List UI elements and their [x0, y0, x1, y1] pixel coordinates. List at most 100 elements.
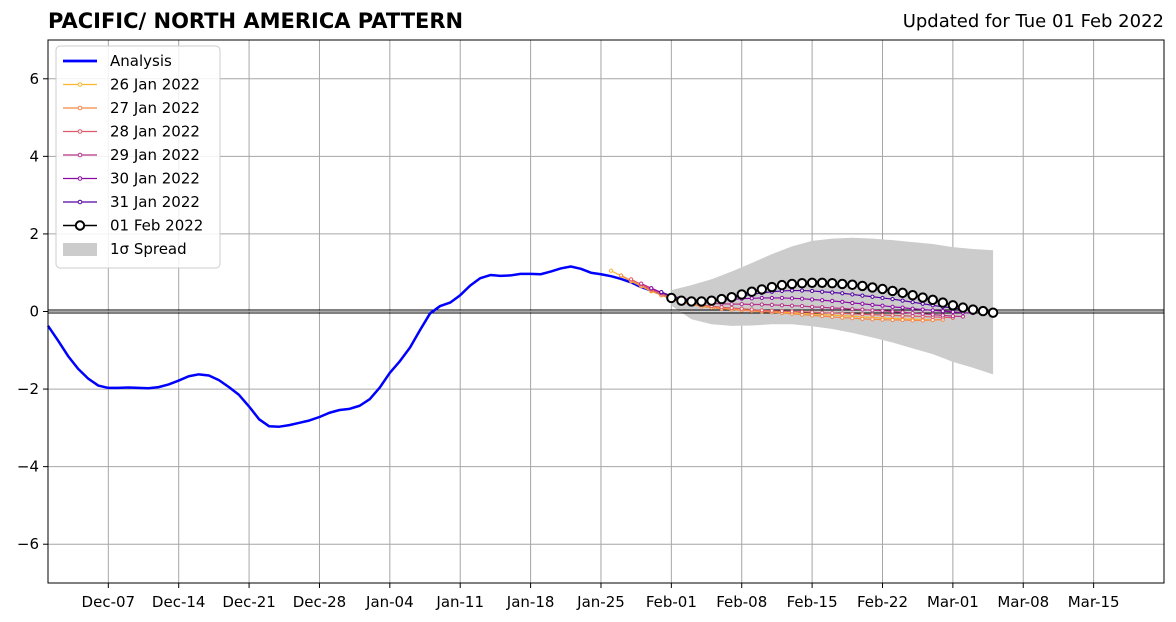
forecast-point	[860, 312, 865, 317]
forecast-point	[890, 296, 895, 302]
forecast-point	[659, 290, 664, 295]
forecast-point	[769, 308, 774, 313]
forecast-point	[897, 287, 908, 299]
forecast-point	[900, 313, 905, 318]
x-tick-label: Feb-08	[716, 593, 767, 611]
forecast-point	[960, 314, 966, 319]
forecast-point	[649, 286, 654, 291]
forecast-point	[736, 289, 747, 300]
legend-box	[55, 45, 221, 269]
forecast-point	[749, 307, 754, 312]
forecast-point	[756, 284, 768, 295]
x-tick-label: Feb-22	[857, 593, 908, 611]
forecast-point	[920, 311, 925, 316]
forecast-point	[880, 303, 885, 308]
y-tick-label: 2	[29, 225, 39, 243]
legend-patch-icon	[63, 243, 97, 256]
x-tick-label: Dec-14	[152, 593, 206, 611]
forecast-point	[850, 307, 855, 312]
forecast-point	[880, 308, 885, 313]
forecast-point	[857, 280, 868, 292]
legend-item: Analysis	[63, 52, 172, 70]
legend-item: 1σ Spread	[63, 240, 187, 258]
forecast-point	[987, 307, 999, 318]
forecast-point	[820, 305, 825, 310]
forecast-point	[729, 302, 734, 307]
forecast-point	[696, 296, 707, 307]
forecast-point	[686, 296, 697, 307]
forecast-point	[890, 313, 895, 318]
forecast-point	[830, 290, 835, 295]
legend-item: 01 Feb 2022	[63, 217, 203, 235]
forecast-point	[726, 291, 737, 303]
legend-label: Analysis	[110, 52, 172, 70]
legend-marker-icon	[77, 176, 83, 181]
forecast-point	[847, 279, 858, 290]
forecast-point	[957, 302, 969, 313]
forecast-point	[749, 302, 754, 307]
y-tick-label: 0	[29, 303, 39, 321]
forecast-point	[930, 308, 935, 313]
forecast-point	[950, 309, 955, 314]
legend-label: 31 Jan 2022	[110, 193, 200, 211]
forecast-point	[860, 307, 865, 312]
forecast-point	[830, 310, 835, 316]
forecast-point	[850, 292, 855, 297]
x-tick-label: Jan-25	[576, 593, 625, 611]
forecast-point	[860, 293, 865, 298]
forecast-point	[676, 295, 687, 306]
forecast-point	[789, 303, 795, 308]
forecast-point	[880, 312, 885, 318]
forecast-point	[796, 277, 808, 289]
x-tick-label: Jan-18	[506, 593, 555, 611]
forecast-point	[910, 300, 915, 305]
forecast-point	[870, 317, 875, 322]
forecast-point	[810, 297, 815, 302]
forecast-point	[799, 309, 805, 314]
forecast-point	[910, 310, 915, 316]
forecast-point	[840, 291, 845, 296]
forecast-point	[789, 288, 795, 293]
legend-label: 28 Jan 2022	[110, 123, 200, 141]
legend-label: 26 Jan 2022	[110, 76, 200, 94]
legend-item: 28 Jan 2022	[63, 123, 200, 141]
forecast-point	[820, 298, 825, 303]
legend-marker-icon	[77, 129, 83, 134]
legend-label: 29 Jan 2022	[110, 146, 200, 164]
forecast-point	[890, 304, 895, 309]
forecast-point	[769, 295, 774, 301]
forecast-point	[776, 279, 788, 291]
forecast-point	[910, 318, 915, 323]
forecast-point	[779, 303, 785, 308]
forecast-point	[917, 292, 928, 303]
forecast-point	[860, 301, 865, 306]
forecast-point	[900, 298, 905, 303]
forecast-point	[759, 302, 764, 307]
forecast-point	[940, 309, 945, 314]
y-tick-label: −6	[17, 535, 39, 553]
legend: Analysis 26 Jan 2022 27 Jan 2022 28 Jan 202…	[55, 45, 221, 269]
forecast-point	[890, 309, 895, 314]
forecast-point	[850, 300, 855, 306]
forecast-point	[746, 286, 757, 297]
legend-item: 29 Jan 2022	[63, 146, 200, 164]
legend-item: 26 Jan 2022	[63, 76, 200, 94]
forecast-point	[850, 311, 855, 316]
forecast-point	[870, 294, 875, 299]
forecast-point	[837, 278, 848, 290]
forecast-point	[759, 295, 764, 301]
forecast-point	[967, 304, 979, 315]
forecast-point	[618, 273, 624, 278]
forecast-point	[920, 318, 925, 323]
forecast-point	[810, 288, 815, 294]
grid	[48, 40, 1164, 583]
forecast-point	[840, 311, 845, 316]
chart-title: PACIFIC/ NORTH AMERICA PATTERN	[48, 9, 464, 33]
forecast-point	[810, 304, 815, 309]
forecast-point	[666, 292, 677, 304]
forecast-point	[716, 293, 727, 305]
forecast-point	[850, 315, 855, 321]
forecast-point	[779, 309, 785, 314]
legend-marker-icon	[74, 220, 86, 231]
forecast-point	[877, 283, 888, 295]
